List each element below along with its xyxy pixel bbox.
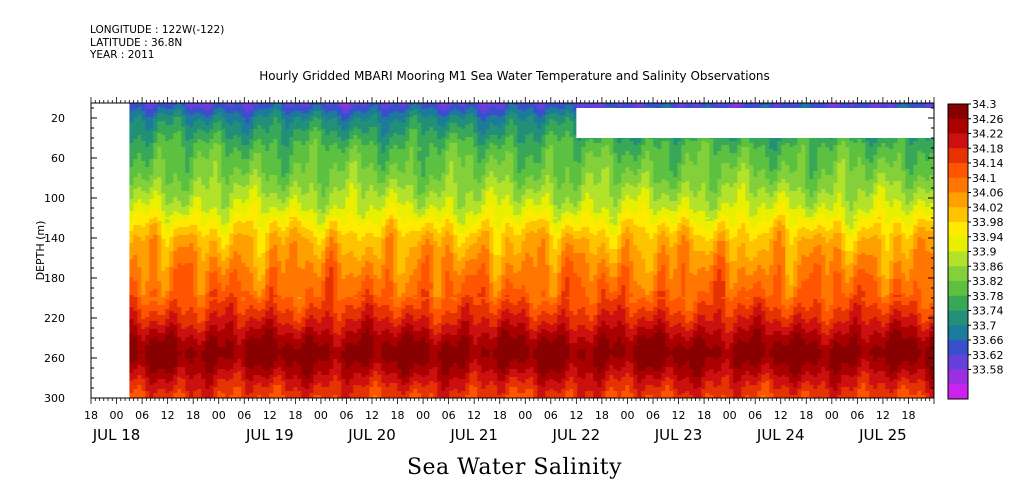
contour-field [129,103,938,400]
